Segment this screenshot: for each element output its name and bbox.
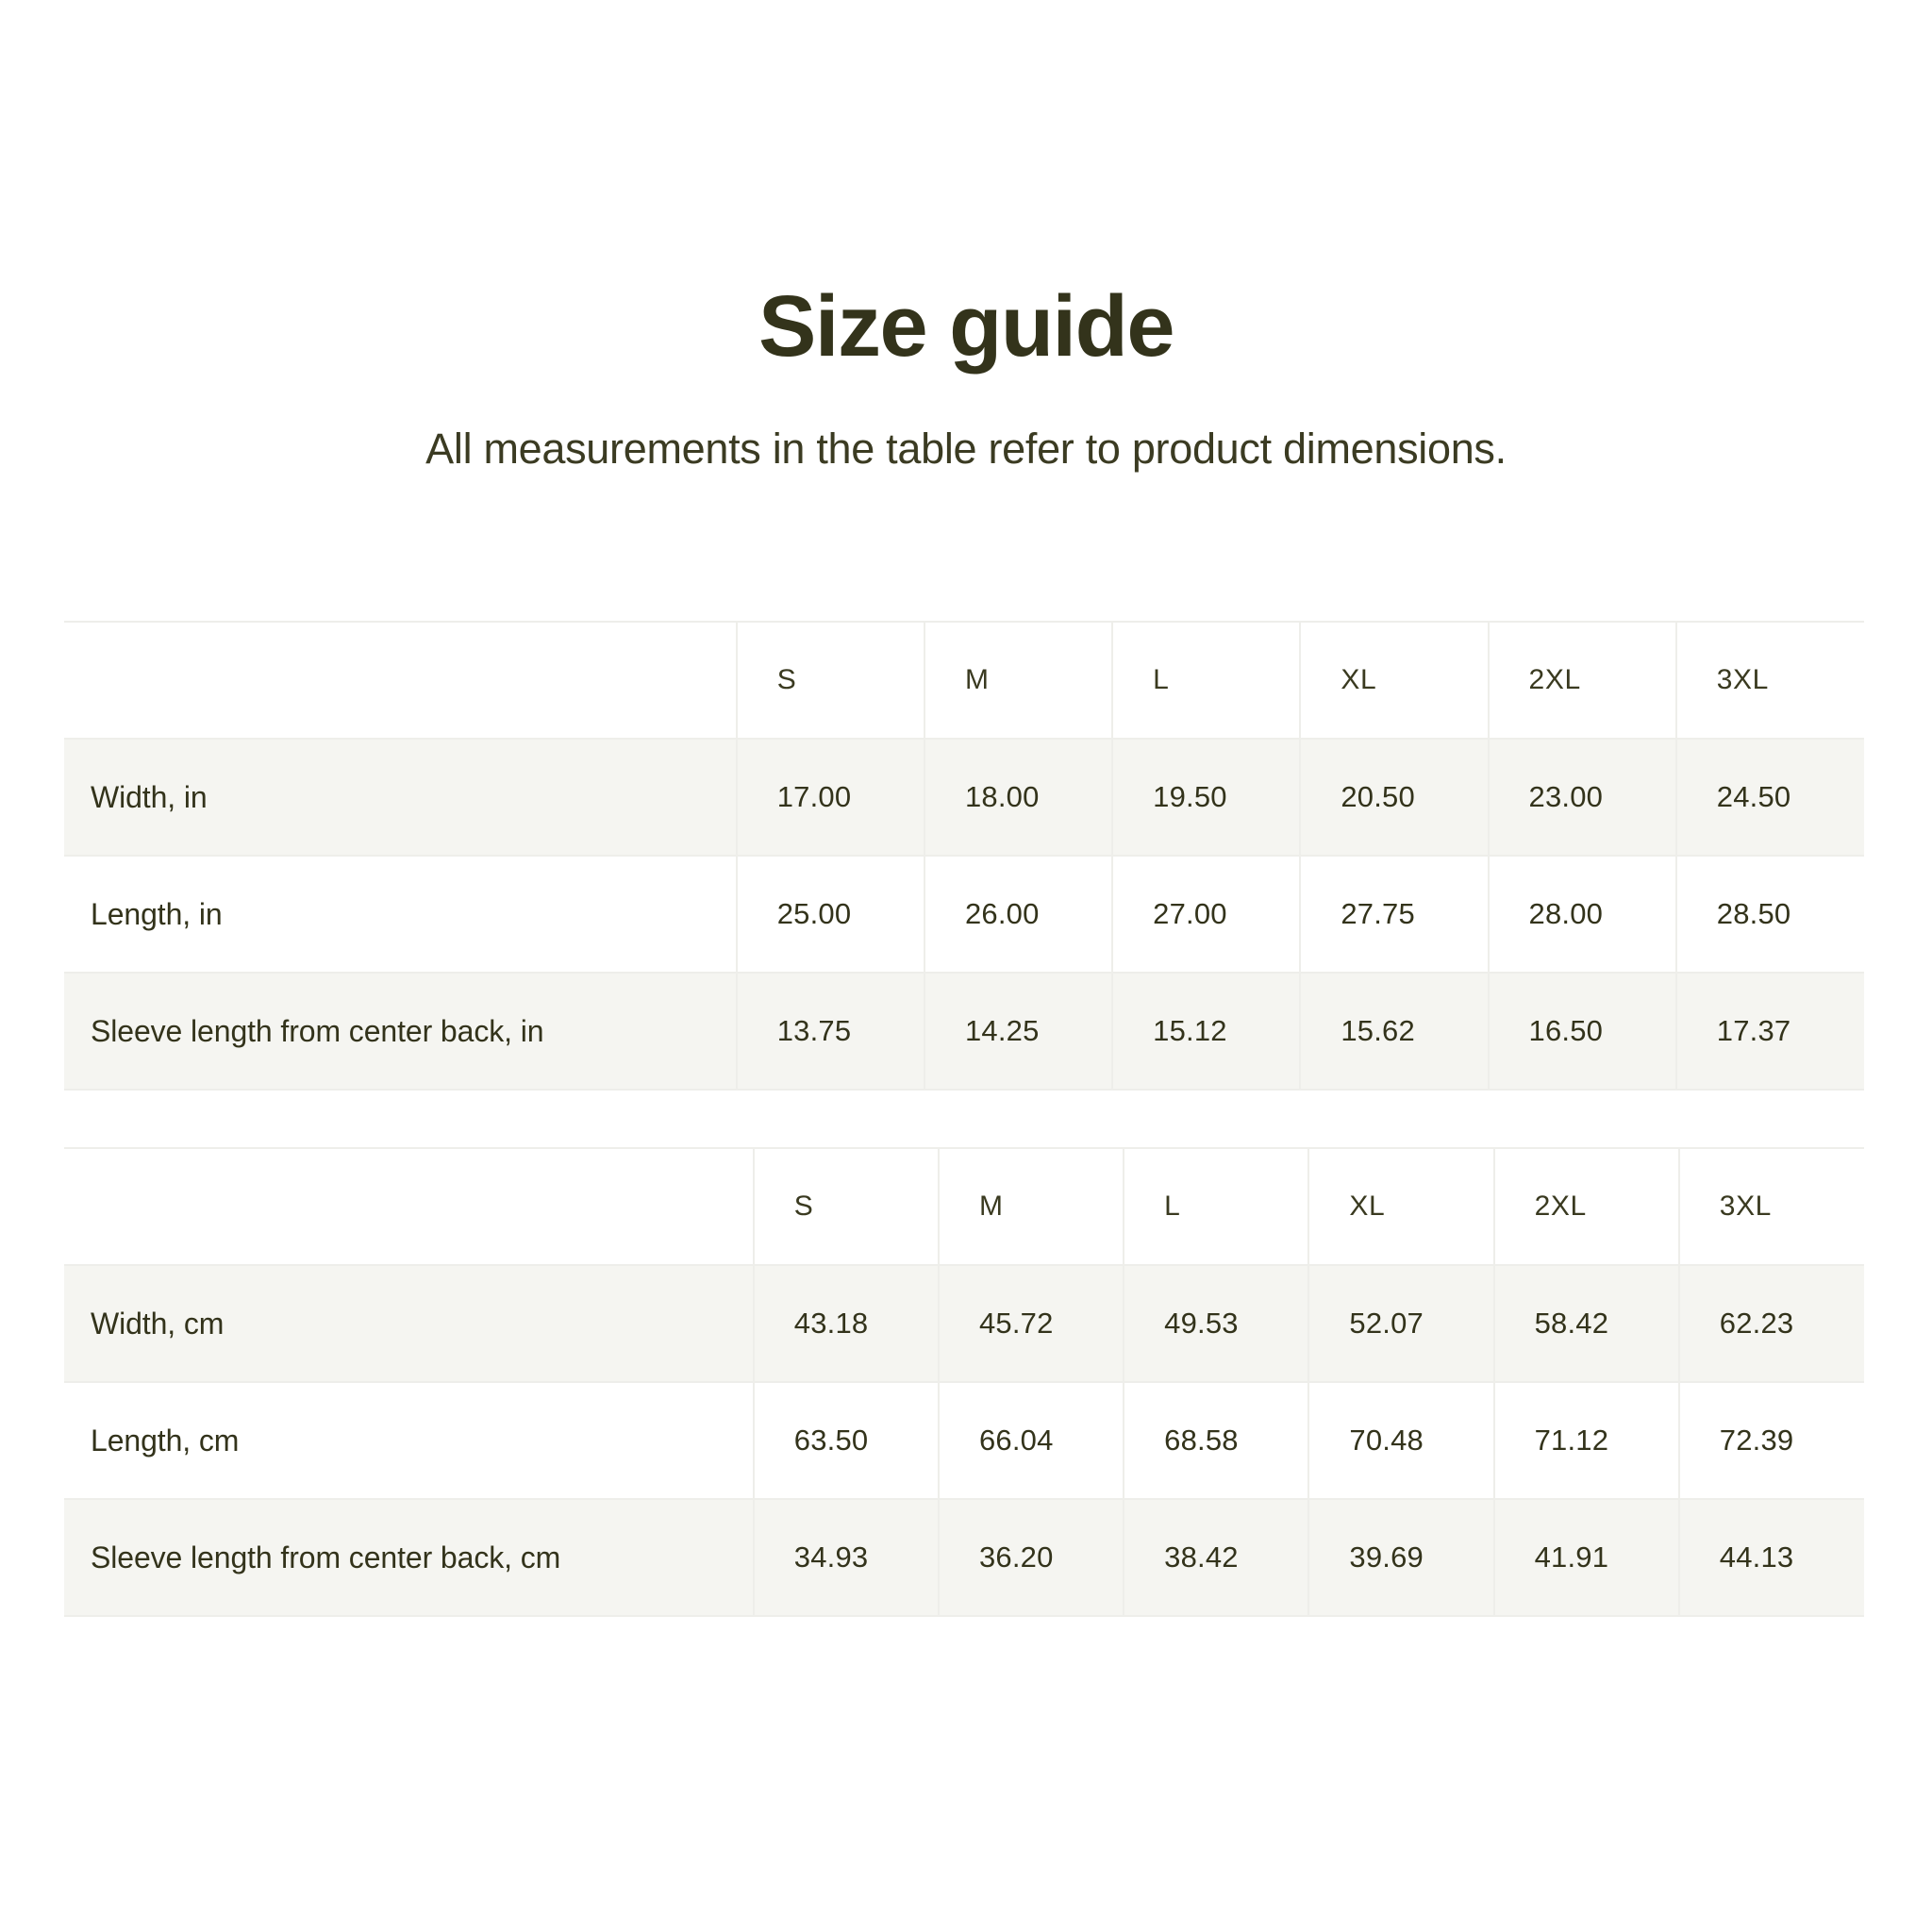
column-header-s: S: [752, 1147, 939, 1265]
cell-length-in-m: 26.00: [923, 855, 1113, 973]
row-label-width-in: Width, in: [64, 738, 737, 856]
column-header-l: L: [1123, 1147, 1309, 1265]
table-row: Sleeve length from center back, in 13.75…: [64, 972, 1864, 1091]
size-table-inches: S M L XL 2XL 3XL Width, in 17.00 18.00 1…: [64, 621, 1864, 1091]
row-label-length-cm: Length, cm: [64, 1381, 754, 1499]
cell-sleeve-cm-l: 38.42: [1123, 1498, 1309, 1617]
cell-length-in-3xl: 28.50: [1674, 855, 1864, 973]
table-header-row: S M L XL 2XL 3XL: [64, 621, 1864, 739]
cell-length-in-xl: 27.75: [1299, 855, 1489, 973]
cell-length-in-s: 25.00: [735, 855, 924, 973]
column-header-2xl: 2XL: [1492, 1147, 1679, 1265]
cell-length-cm-m: 66.04: [937, 1381, 1124, 1499]
cell-length-cm-l: 68.58: [1123, 1381, 1309, 1499]
row-label-width-cm: Width, cm: [64, 1264, 754, 1382]
cell-length-cm-3xl: 72.39: [1677, 1381, 1864, 1499]
table-row: Sleeve length from center back, cm 34.93…: [64, 1498, 1864, 1617]
cell-sleeve-cm-2xl: 41.91: [1492, 1498, 1679, 1617]
size-table-centimeters: S M L XL 2XL 3XL Width, cm 43.18 45.72 4…: [64, 1147, 1864, 1617]
column-header-3xl: 3XL: [1674, 621, 1864, 739]
cell-width-in-3xl: 24.50: [1674, 738, 1864, 856]
cell-sleeve-in-m: 14.25: [923, 972, 1113, 1091]
table-header-row: S M L XL 2XL 3XL: [64, 1147, 1864, 1265]
column-header-m: M: [923, 621, 1113, 739]
cell-width-in-2xl: 23.00: [1487, 738, 1676, 856]
row-label-sleeve-cm: Sleeve length from center back, cm: [64, 1498, 754, 1617]
table-corner-cell: [64, 621, 737, 739]
cell-width-cm-m: 45.72: [937, 1264, 1124, 1382]
cell-length-in-2xl: 28.00: [1487, 855, 1676, 973]
column-header-xl: XL: [1299, 621, 1489, 739]
table-corner-cell: [64, 1147, 754, 1265]
cell-width-cm-xl: 52.07: [1307, 1264, 1494, 1382]
column-header-s: S: [735, 621, 924, 739]
cell-width-in-s: 17.00: [735, 738, 924, 856]
cell-sleeve-cm-m: 36.20: [937, 1498, 1124, 1617]
cell-width-in-xl: 20.50: [1299, 738, 1489, 856]
table-row: Length, cm 63.50 66.04 68.58 70.48 71.12…: [64, 1381, 1864, 1499]
cell-length-in-l: 27.00: [1111, 855, 1301, 973]
page-title: Size guide: [758, 278, 1174, 375]
cell-width-cm-l: 49.53: [1123, 1264, 1309, 1382]
table-row: Width, in 17.00 18.00 19.50 20.50 23.00 …: [64, 738, 1864, 856]
row-label-length-in: Length, in: [64, 855, 737, 973]
cell-width-cm-2xl: 58.42: [1492, 1264, 1679, 1382]
row-label-sleeve-in: Sleeve length from center back, in: [64, 972, 737, 1091]
column-header-m: M: [937, 1147, 1124, 1265]
cell-width-in-m: 18.00: [923, 738, 1113, 856]
column-header-2xl: 2XL: [1487, 621, 1676, 739]
cell-width-cm-s: 43.18: [752, 1264, 939, 1382]
cell-length-cm-s: 63.50: [752, 1381, 939, 1499]
cell-length-cm-xl: 70.48: [1307, 1381, 1494, 1499]
cell-sleeve-cm-s: 34.93: [752, 1498, 939, 1617]
cell-sleeve-in-3xl: 17.37: [1674, 972, 1864, 1091]
cell-sleeve-in-s: 13.75: [735, 972, 924, 1091]
cell-width-cm-3xl: 62.23: [1677, 1264, 1864, 1382]
cell-sleeve-in-2xl: 16.50: [1487, 972, 1676, 1091]
table-row: Length, in 25.00 26.00 27.00 27.75 28.00…: [64, 855, 1864, 973]
table-row: Width, cm 43.18 45.72 49.53 52.07 58.42 …: [64, 1264, 1864, 1382]
page-subtitle: All measurements in the table refer to p…: [425, 425, 1507, 473]
cell-length-cm-2xl: 71.12: [1492, 1381, 1679, 1499]
cell-sleeve-cm-xl: 39.69: [1307, 1498, 1494, 1617]
heading-block: Size guide All measurements in the table…: [0, 283, 1932, 475]
column-header-xl: XL: [1307, 1147, 1494, 1265]
column-header-3xl: 3XL: [1677, 1147, 1864, 1265]
cell-sleeve-in-xl: 15.62: [1299, 972, 1489, 1091]
cell-sleeve-in-l: 15.12: [1111, 972, 1301, 1091]
cell-sleeve-cm-3xl: 44.13: [1677, 1498, 1864, 1617]
column-header-l: L: [1111, 621, 1301, 739]
cell-width-in-l: 19.50: [1111, 738, 1301, 856]
